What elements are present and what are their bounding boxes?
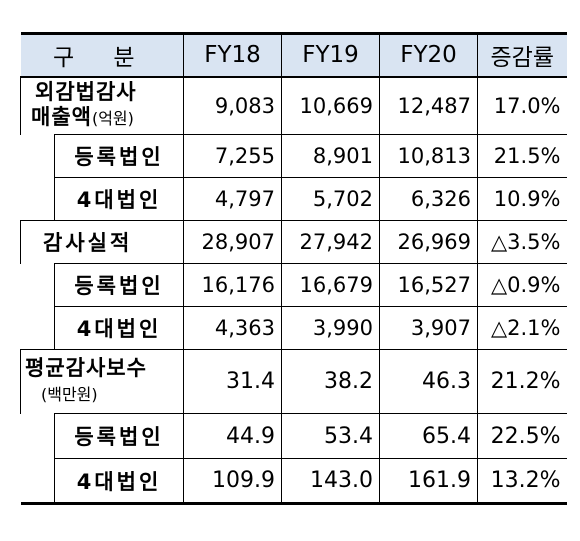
row-label: 등록법인 (53, 263, 184, 307)
table-row: 4대법인 109.9 143.0 161.9 13.2% (20, 458, 567, 505)
table-row: 등록법인 7,255 8,901 10,813 21.5% (21, 134, 567, 178)
unit-label: (억원) (91, 109, 134, 129)
value-fy18: 31.4 (183, 349, 282, 414)
value-fy19: 8,901 (281, 134, 380, 178)
value-fy20: 6,326 (379, 177, 478, 221)
value-fy19: 5,702 (281, 177, 380, 221)
value-fy20: 3,907 (379, 306, 478, 350)
value-growth: 21.5% (477, 134, 567, 178)
value-growth: 10.9% (477, 177, 567, 221)
table-row: 등록법인 16,176 16,679 16,527 △0.9% (21, 263, 567, 307)
value-growth: 21.2% (477, 349, 567, 414)
table-row: 감사실적 28,907 27,942 26,969 △3.5% (19, 220, 567, 264)
table-row: 4대법인 4,363 3,990 3,907 △2.1% (21, 306, 567, 350)
value-growth: △0.9% (477, 263, 567, 307)
row-label: 4대법인 (53, 306, 184, 350)
value-growth: 17.0% (477, 76, 567, 135)
value-fy18: 7,255 (183, 134, 282, 178)
value-fy20: 16,527 (379, 263, 478, 307)
value-fy18: 44.9 (183, 413, 282, 459)
value-fy20: 26,969 (379, 220, 478, 264)
table-container: 구 분 FY18 FY19 FY20 증감률 외감법감사 매출액(억원) 9,0… (19, 32, 567, 505)
header-fy18: FY18 (183, 32, 282, 78)
value-growth: 13.2% (477, 458, 567, 505)
value-fy19: 27,942 (281, 220, 380, 264)
value-fy20: 12,487 (379, 76, 478, 135)
value-fy19: 143.0 (281, 458, 380, 505)
value-fy20: 10,813 (379, 134, 478, 178)
header-fy20: FY20 (379, 32, 478, 78)
header-row: 구 분 FY18 FY19 FY20 증감률 (20, 32, 567, 78)
value-fy18: 4,363 (183, 306, 282, 350)
value-fy19: 16,679 (281, 263, 380, 307)
unit-label: (백만원) (41, 385, 98, 404)
table-row: 등록법인 44.9 53.4 65.4 22.5% (21, 413, 567, 459)
value-fy18: 16,176 (183, 263, 282, 307)
table-row: 평균감사보수 (백만원) 31.4 38.2 46.3 21.2% (19, 349, 567, 414)
table-row: 외감법감사 매출액(억원) 9,083 10,669 12,487 17.0% (19, 76, 567, 135)
value-fy19: 53.4 (281, 413, 380, 459)
value-fy18: 109.9 (183, 458, 282, 505)
row-label: 평균감사보수 (백만원) (19, 349, 184, 414)
value-growth: 22.5% (477, 413, 567, 459)
value-fy18: 4,797 (183, 177, 282, 221)
value-fy19: 3,990 (281, 306, 380, 350)
row-label: 외감법감사 매출액(억원) (19, 76, 184, 135)
value-fy19: 10,669 (281, 76, 380, 135)
row-label: 등록법인 (53, 413, 184, 459)
header-fy19: FY19 (281, 32, 380, 78)
value-fy20: 161.9 (379, 458, 478, 505)
audit-statistics-table: 구 분 FY18 FY19 FY20 증감률 외감법감사 매출액(억원) 9,0… (19, 32, 567, 505)
row-label: 4대법인 (53, 177, 184, 221)
value-fy18: 28,907 (183, 220, 282, 264)
label-line2: 매출액 (31, 105, 92, 130)
value-fy19: 38.2 (281, 349, 380, 414)
header-growth: 증감률 (477, 32, 567, 78)
header-category: 구 분 (20, 32, 184, 78)
value-growth: △2.1% (477, 306, 567, 350)
label-line1: 외감법감사 (35, 80, 137, 105)
table-row: 4대법인 4,797 5,702 6,326 10.9% (21, 177, 567, 221)
row-label: 4대법인 (53, 458, 184, 505)
row-label: 감사실적 (19, 220, 184, 264)
value-fy20: 46.3 (379, 349, 478, 414)
label-line1: 평균감사보수 (25, 356, 147, 380)
value-fy20: 65.4 (379, 413, 478, 459)
row-label: 등록법인 (53, 134, 184, 178)
value-fy18: 9,083 (183, 76, 282, 135)
value-growth: △3.5% (477, 220, 567, 264)
